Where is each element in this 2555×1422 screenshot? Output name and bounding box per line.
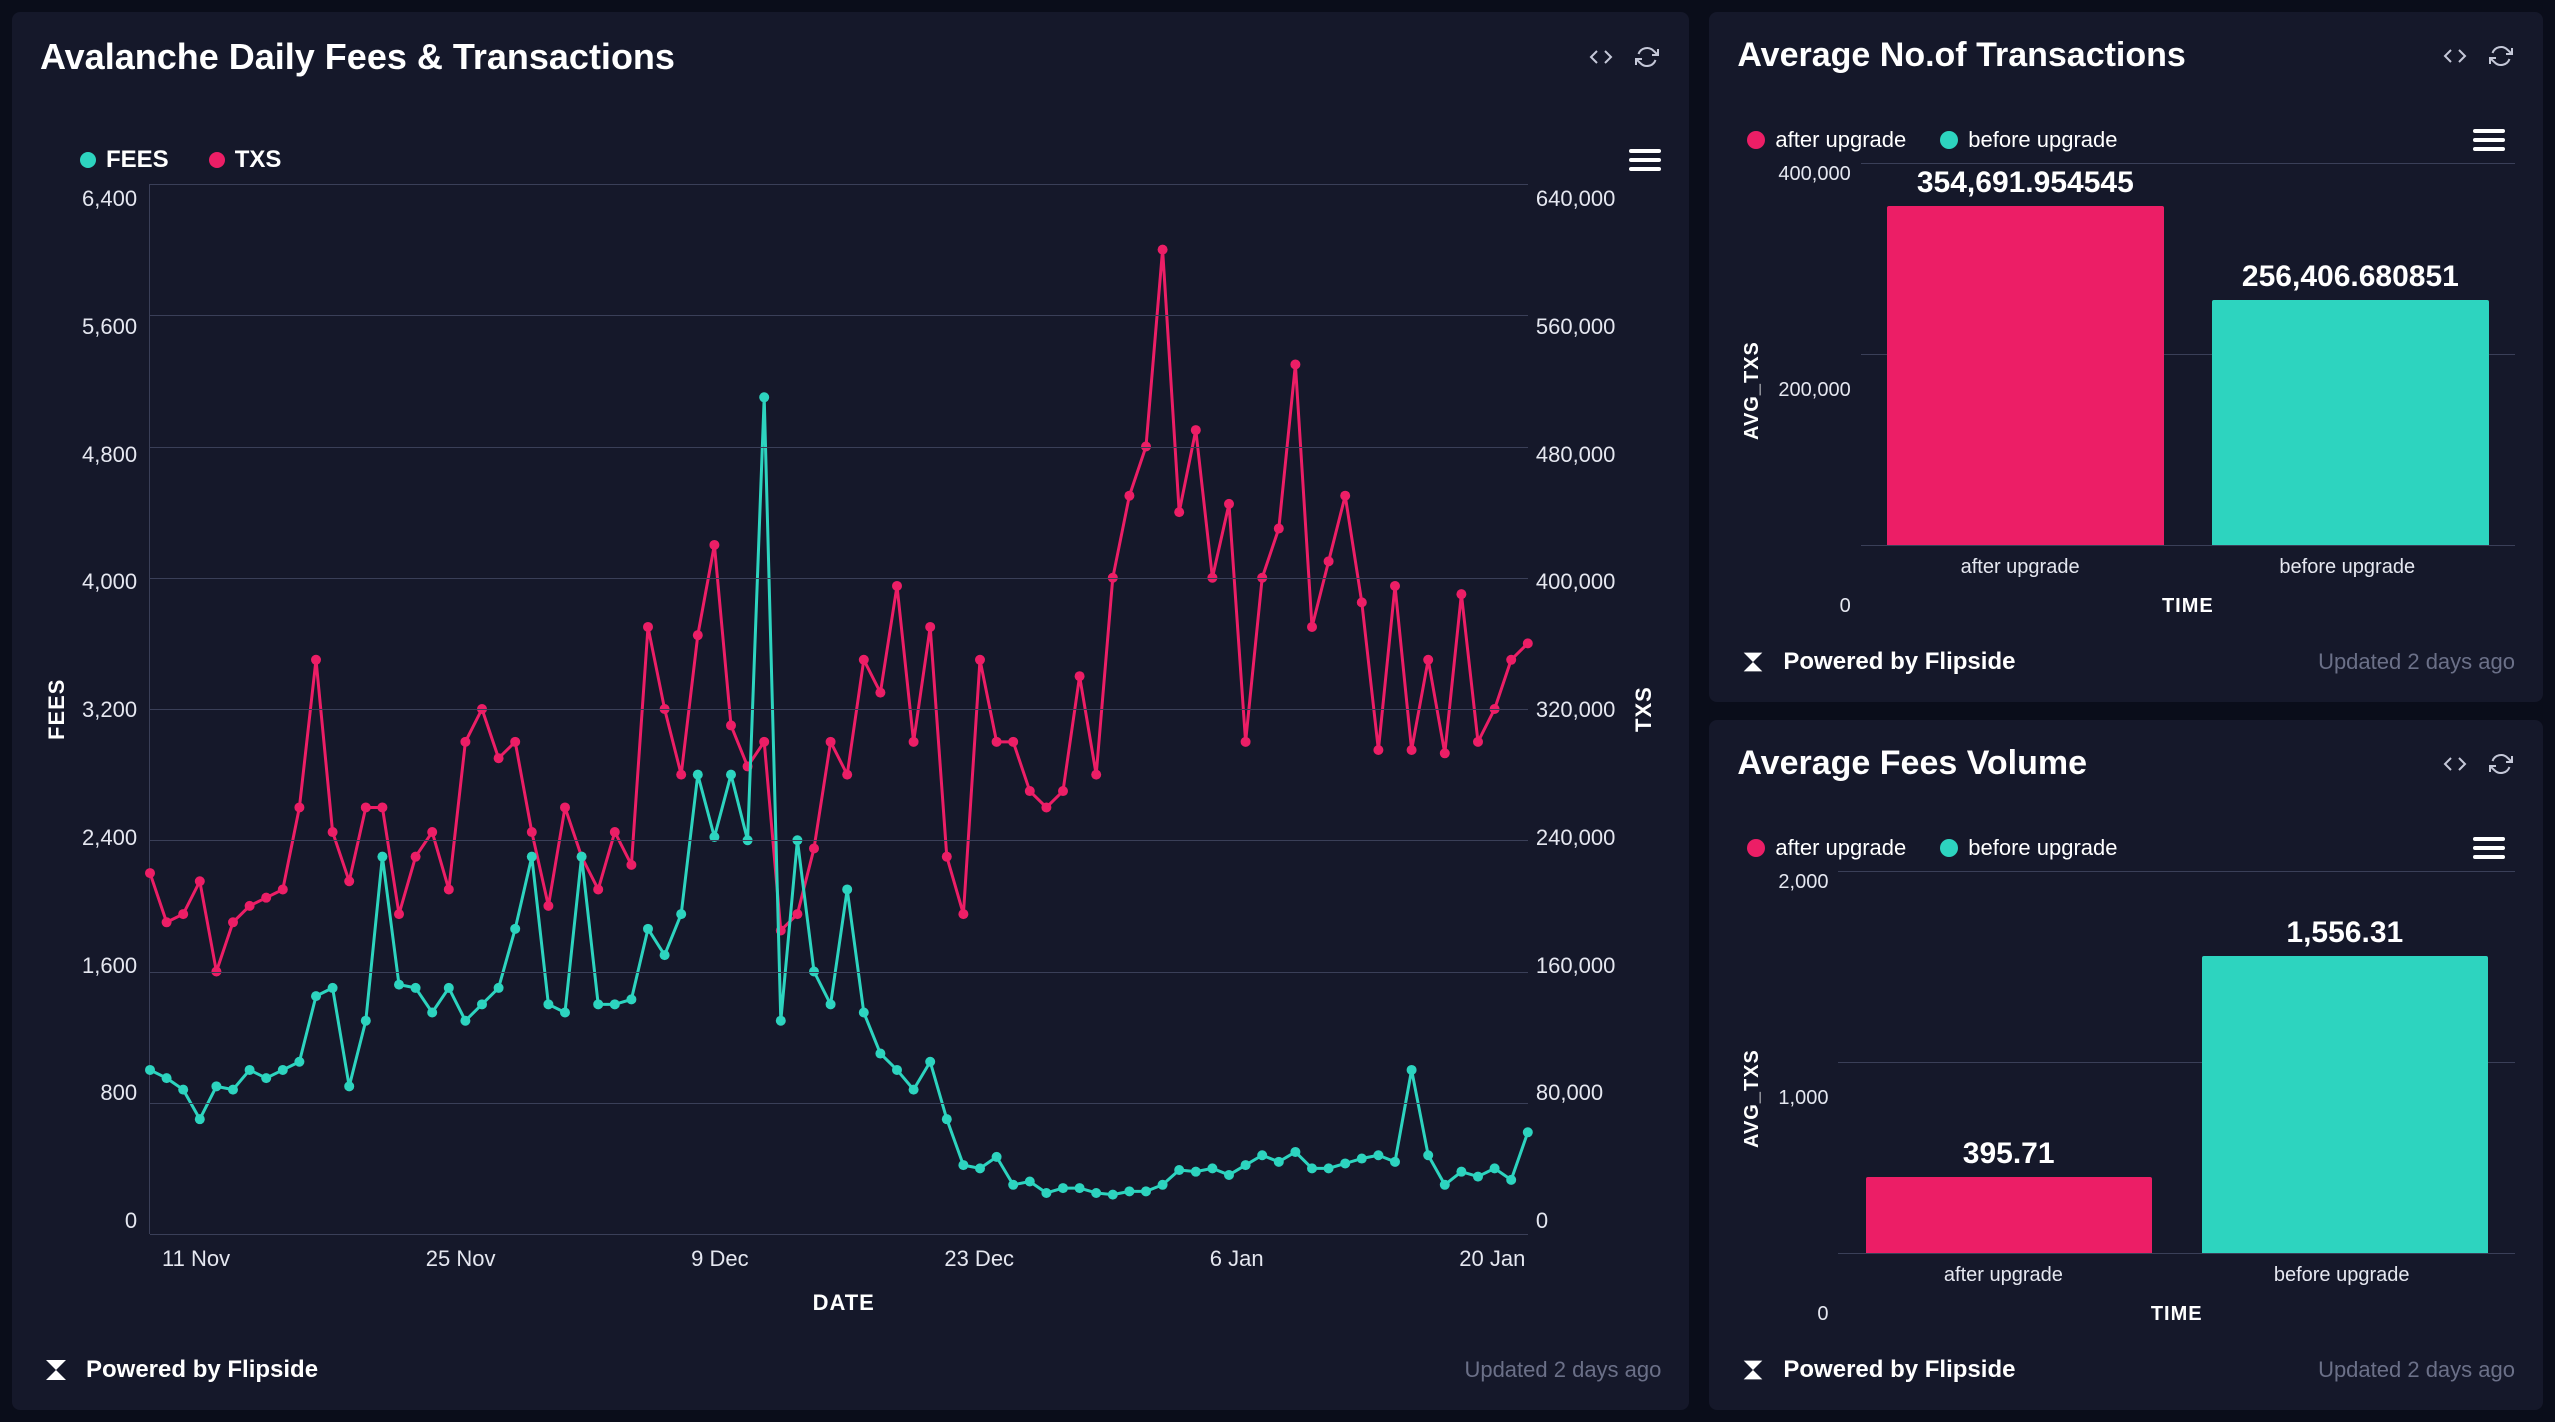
x-tick: after upgrade <box>1961 556 2080 579</box>
refresh-icon[interactable] <box>2487 750 2515 778</box>
flipside-logo-icon <box>40 1354 72 1386</box>
avg-txs-panel: Average No.of Transactions after upgrade… <box>1709 12 2543 702</box>
chart-menu-icon[interactable] <box>2473 129 2505 151</box>
legend-dot-icon <box>209 152 225 168</box>
avg-txs-y-ticks: 400,000200,0000 <box>1768 163 1860 618</box>
y-left-label: FEES <box>40 184 74 1234</box>
legend-dot-icon <box>1940 131 1958 149</box>
y-right-label: TXS <box>1627 184 1661 1234</box>
legend-item[interactable]: FEES <box>80 146 169 174</box>
x-tick: before upgrade <box>2274 1264 2410 1287</box>
legend-label: after upgrade <box>1775 127 1906 153</box>
main-chart-title: Avalanche Daily Fees & Transactions <box>40 36 675 78</box>
x-tick: after upgrade <box>1944 1264 2063 1287</box>
x-tick: 11 Nov <box>162 1246 230 1272</box>
legend-item[interactable]: before upgrade <box>1940 835 2117 861</box>
powered-label: Powered by Flipside <box>1783 1356 2015 1384</box>
legend-item[interactable]: TXS <box>209 146 282 174</box>
refresh-icon[interactable] <box>1633 43 1661 71</box>
bar[interactable]: 354,691.954545 <box>1887 206 2164 545</box>
avg-fees-y-ticks: 2,0001,0000 <box>1768 871 1838 1326</box>
x-tick: 23 Dec <box>944 1246 1014 1272</box>
legend-dot-icon <box>1747 131 1765 149</box>
legend-dot-icon <box>1940 839 1958 857</box>
bar[interactable]: 1,556.31 <box>2202 956 2488 1253</box>
legend-label: after upgrade <box>1775 835 1906 861</box>
powered-label: Powered by Flipside <box>1783 648 2015 676</box>
x-tick: 6 Jan <box>1210 1246 1264 1272</box>
legend-label: before upgrade <box>1968 835 2117 861</box>
legend-label: TXS <box>235 146 282 174</box>
legend-dot-icon <box>1747 839 1765 857</box>
updated-label: Updated 2 days ago <box>1464 1357 1661 1383</box>
code-icon[interactable] <box>1587 43 1615 71</box>
powered-by: Powered by Flipside <box>1737 646 2015 678</box>
avg-fees-title: Average Fees Volume <box>1737 744 2087 783</box>
avg-fees-x-ticks: after upgrade before upgrade <box>1838 1254 2515 1287</box>
refresh-icon[interactable] <box>2487 42 2515 70</box>
x-tick: before upgrade <box>2279 556 2415 579</box>
bar-value-label: 1,556.31 <box>2286 916 2403 950</box>
chart-menu-icon[interactable] <box>1629 149 1661 171</box>
bar[interactable]: 395.71 <box>1866 1177 2152 1253</box>
bar[interactable]: 256,406.680851 <box>2212 300 2489 545</box>
avg-txs-legend: after upgrade before upgrade <box>1747 127 2117 153</box>
legend-item[interactable]: after upgrade <box>1747 127 1906 153</box>
updated-label: Updated 2 days ago <box>2318 649 2515 675</box>
legend-item[interactable]: before upgrade <box>1940 127 2117 153</box>
avg-txs-bars: 354,691.954545256,406.680851 <box>1861 163 2515 546</box>
avg-txs-x-label: TIME <box>1861 595 2515 618</box>
avg-fees-legend: after upgrade before upgrade <box>1747 835 2117 861</box>
plot-area <box>149 184 1528 1234</box>
powered-by: Powered by Flipside <box>1737 1354 2015 1386</box>
x-tick: 25 Nov <box>426 1246 496 1272</box>
updated-label: Updated 2 days ago <box>2318 1357 2515 1383</box>
powered-by: Powered by Flipside <box>40 1354 318 1386</box>
legend-item[interactable]: after upgrade <box>1747 835 1906 861</box>
code-icon[interactable] <box>2441 750 2469 778</box>
bar-value-label: 354,691.954545 <box>1917 166 2134 200</box>
x-ticks: 11 Nov 25 Nov 9 Dec 23 Dec 6 Jan 20 Jan <box>162 1234 1525 1272</box>
chart-menu-icon[interactable] <box>2473 837 2505 859</box>
code-icon[interactable] <box>2441 42 2469 70</box>
legend-label: before upgrade <box>1968 127 2117 153</box>
bar-value-label: 395.71 <box>1963 1137 2055 1171</box>
avg-fees-bars: 395.71 1,556.31 <box>1838 871 2515 1254</box>
x-tick: 9 Dec <box>691 1246 748 1272</box>
main-chart-panel: Avalanche Daily Fees & Transactions FEES… <box>12 12 1689 1410</box>
y-left-ticks: 6,4005,6004,8004,0003,2002,4001,6008000 <box>74 184 149 1234</box>
flipside-logo-icon <box>1737 1354 1769 1386</box>
flipside-logo-icon <box>1737 646 1769 678</box>
y-right-ticks: 640,000560,000480,000400,000320,000240,0… <box>1528 184 1628 1234</box>
avg-txs-y-label: AVG_TXS <box>1737 163 1768 618</box>
x-tick: 20 Jan <box>1459 1246 1525 1272</box>
avg-fees-x-label: TIME <box>1838 1303 2515 1326</box>
powered-label: Powered by Flipside <box>86 1356 318 1384</box>
avg-fees-y-label: AVG_TXS <box>1737 871 1768 1326</box>
legend-label: FEES <box>106 146 169 174</box>
avg-fees-panel: Average Fees Volume after upgrade before … <box>1709 720 2543 1410</box>
x-axis-label: DATE <box>162 1290 1525 1316</box>
dashboard: Avalanche Daily Fees & Transactions FEES… <box>12 12 2543 1410</box>
bar-value-label: 256,406.680851 <box>2242 260 2459 294</box>
avg-txs-title: Average No.of Transactions <box>1737 36 2185 75</box>
legend-dot-icon <box>80 152 96 168</box>
avg-txs-x-ticks: after upgrade before upgrade <box>1861 546 2515 579</box>
main-legend: FEES TXS <box>80 146 281 174</box>
